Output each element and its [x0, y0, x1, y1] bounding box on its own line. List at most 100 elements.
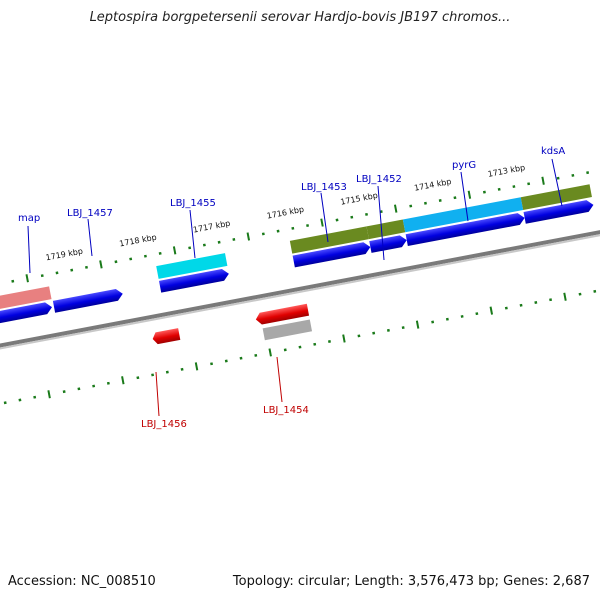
gene-label-lbj1456[interactable]: LBJ_1456	[141, 419, 187, 430]
tick-mark	[298, 345, 302, 349]
tick-mark	[386, 328, 390, 332]
gene-arrow-lbj1453[interactable]	[292, 241, 372, 268]
tick-mark	[92, 384, 96, 388]
leader-line-kdsa	[551, 158, 563, 207]
tick-mark	[194, 362, 199, 371]
tick-mark	[11, 279, 15, 283]
tick-mark	[571, 173, 575, 177]
tick-mark	[99, 260, 103, 269]
tick-mark	[268, 348, 272, 357]
tick-mark	[77, 387, 81, 391]
tick-mark	[114, 260, 118, 264]
tick-mark	[25, 274, 29, 283]
tick-mark	[254, 353, 258, 357]
lower-tick-row	[3, 289, 597, 405]
gene-arrow-map[interactable]	[0, 301, 53, 329]
cds-bar-lbj1453[interactable]	[289, 226, 369, 254]
tick-mark	[475, 312, 479, 316]
tick-label-1713: 1713 kbp	[487, 163, 526, 179]
leader-line-lbj1452	[377, 185, 385, 261]
gene-label-map[interactable]: map	[18, 213, 40, 224]
tick-mark	[586, 171, 590, 175]
leader-line-pyrg	[460, 171, 469, 222]
gene-arrow-lbj1456[interactable]	[152, 328, 181, 345]
tick-mark	[393, 204, 398, 213]
tick-mark	[467, 190, 472, 199]
gene-label-lbj1452[interactable]: LBJ_1452	[356, 174, 402, 185]
tick-mark	[424, 201, 427, 205]
tick-mark	[453, 196, 457, 200]
tick-mark	[276, 229, 280, 233]
tick-mark	[136, 376, 140, 380]
tick-mark	[497, 187, 501, 191]
tick-mark	[519, 303, 523, 307]
tick-mark	[172, 246, 177, 255]
tick-mark	[210, 362, 214, 366]
cds-bar-map[interactable]	[0, 286, 52, 310]
tick-mark	[335, 218, 339, 222]
tick-mark	[350, 215, 354, 219]
tick-mark	[578, 292, 582, 296]
tick-mark	[202, 243, 206, 247]
tick-mark	[320, 218, 324, 227]
tick-label-1716: 1716 kbp	[266, 205, 305, 221]
tick-mark	[246, 232, 251, 241]
tick-mark	[106, 381, 110, 385]
genome-stats-text: Topology: circular; Length: 3,576,473 bp…	[232, 574, 590, 589]
tick-mark	[512, 185, 516, 189]
tick-mark	[121, 376, 125, 385]
tick-mark	[431, 320, 435, 324]
tick-mark	[357, 334, 361, 338]
tick-mark	[365, 212, 368, 216]
gene-arrow-kdsa[interactable]	[523, 199, 595, 224]
cds-bar-lbj1455[interactable]	[156, 253, 228, 279]
tick-mark	[328, 340, 331, 343]
gene-label-pyrg[interactable]: pyrG	[452, 160, 476, 171]
genome-backbone-shadow	[0, 220, 600, 364]
gene-label-lbj1455[interactable]: LBJ_1455	[170, 198, 216, 209]
tick-mark	[18, 398, 22, 402]
leader-line-lbj1454	[276, 356, 283, 403]
tick-mark	[261, 232, 265, 236]
leader-line-map	[27, 225, 31, 274]
tick-mark	[415, 320, 420, 329]
cds-bar-lbj1454[interactable]	[262, 319, 313, 341]
tick-mark	[460, 314, 464, 318]
leader-line-lbj1456	[155, 371, 160, 417]
genome-backbone	[0, 216, 600, 362]
tick-mark	[342, 334, 346, 343]
gene-arrow-pyrg[interactable]	[405, 212, 526, 247]
leader-line-lbj1455	[189, 209, 196, 259]
tick-mark	[527, 182, 531, 186]
leader-line-lbj1457	[87, 218, 93, 257]
tick-mark	[489, 306, 494, 315]
tick-label-1717: 1717 kbp	[192, 219, 231, 235]
tick-label-1718: 1718 kbp	[119, 233, 158, 249]
gene-arrow-lbj1457[interactable]	[52, 288, 124, 313]
gene-arrow-lbj1455[interactable]	[158, 268, 230, 293]
tick-mark	[143, 254, 147, 258]
tick-mark	[445, 317, 449, 321]
tick-mark	[291, 226, 295, 230]
gene-label-lbj1457[interactable]: LBJ_1457	[67, 208, 113, 219]
gene-label-lbj1453[interactable]: LBJ_1453	[301, 182, 347, 193]
tick-mark	[188, 246, 192, 250]
cds-bar-lbj1452[interactable]	[366, 219, 406, 240]
gene-label-kdsa[interactable]: kdsA	[541, 146, 565, 157]
tick-mark	[165, 370, 169, 374]
gene-arrow-lbj1454[interactable]	[255, 303, 310, 326]
tick-mark	[158, 251, 162, 255]
tick-mark	[55, 271, 59, 275]
tick-mark	[180, 367, 184, 371]
tick-mark	[85, 265, 88, 269]
tick-mark	[401, 326, 405, 330]
cds-bar-pyrg[interactable]	[402, 197, 524, 233]
cds-bar-kdsa[interactable]	[520, 184, 592, 210]
accession-text: Accession: NC_008510	[8, 574, 156, 589]
tick-mark	[534, 301, 538, 304]
gene-label-lbj1454[interactable]: LBJ_1454	[263, 405, 309, 416]
tick-mark	[482, 190, 486, 194]
gene-arrow-lbj1452[interactable]	[369, 234, 408, 253]
tick-mark	[232, 238, 236, 241]
